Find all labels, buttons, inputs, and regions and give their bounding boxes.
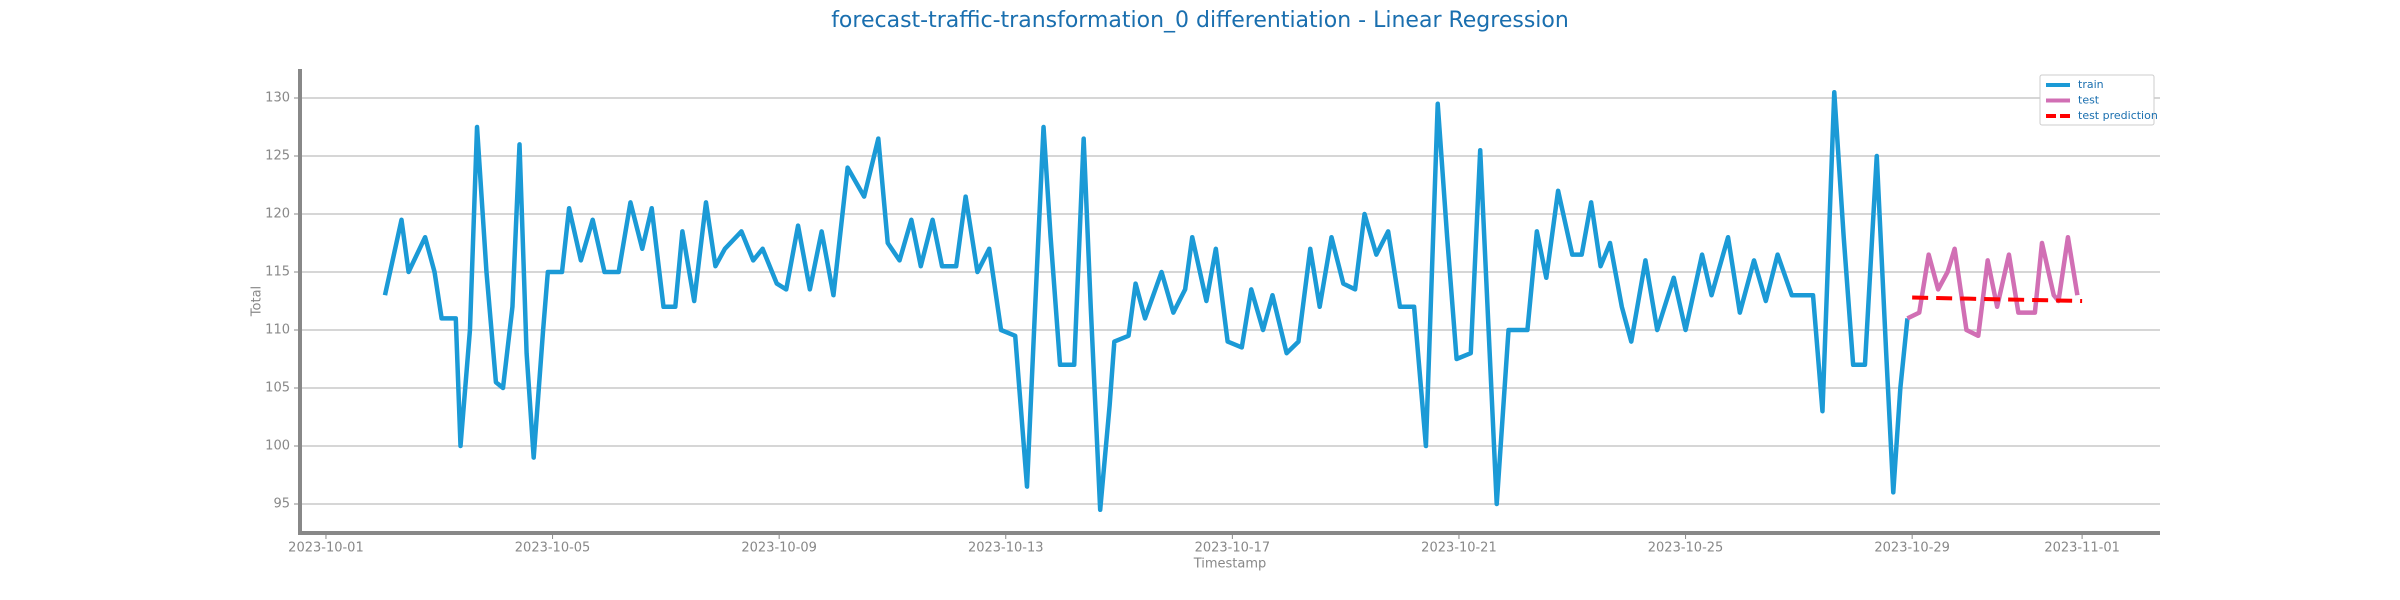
x-tick-label: 2023-10-25 — [1648, 541, 1724, 556]
legend-label: test prediction — [2078, 109, 2158, 122]
y-tick-label: 95 — [273, 497, 290, 512]
x-tick-label: 2023-10-13 — [968, 541, 1044, 556]
y-axis-label: Total — [250, 286, 265, 317]
y-tick-label: 125 — [265, 149, 290, 164]
x-tick-label: 2023-11-01 — [2044, 541, 2120, 556]
x-tick-label: 2023-10-17 — [1195, 541, 1271, 556]
y-tick-label: 105 — [265, 381, 290, 396]
x-tick-label: 2023-10-29 — [1874, 541, 1950, 556]
y-tick-label: 110 — [265, 323, 290, 338]
y-tick-label: 100 — [265, 439, 290, 454]
y-tick-label: 120 — [265, 207, 290, 222]
x-axis-label: Timestamp — [1193, 557, 1267, 572]
chart-title: forecast-traffic-transformation_0 differ… — [831, 8, 1569, 33]
legend-label: train — [2078, 78, 2104, 91]
x-tick-label: 2023-10-21 — [1421, 541, 1497, 556]
y-tick-label: 115 — [265, 265, 290, 280]
series-line — [382, 89, 1910, 513]
x-tick-label: 2023-10-05 — [515, 541, 591, 556]
y-tick-label: 130 — [265, 91, 290, 106]
series-line — [1912, 295, 2083, 303]
series-line — [1906, 234, 2080, 339]
x-tick-label: 2023-10-01 — [288, 541, 364, 556]
x-tick-label: 2023-10-09 — [741, 541, 817, 556]
legend-box — [2039, 74, 2155, 126]
legend-label: test — [2078, 94, 2100, 107]
